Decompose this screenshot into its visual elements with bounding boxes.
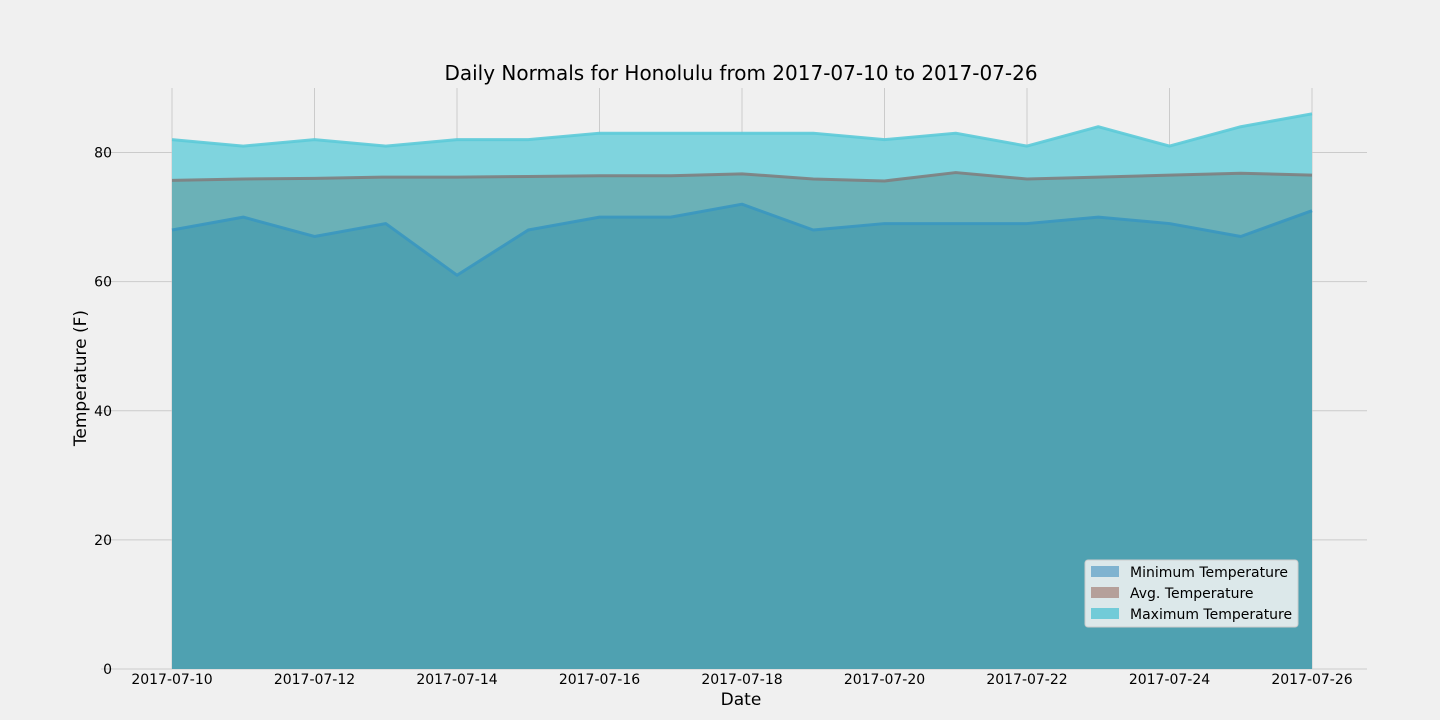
tick-labels: 0 20 40 60 80 2017-07-10 2017-07-12 2017-07-14 2… <box>94 146 1353 688</box>
y-tick-label: 80 <box>94 146 112 162</box>
x-tick-label: 2017-07-24 <box>1129 672 1210 688</box>
y-tick-label: 0 <box>103 662 112 678</box>
y-axis-label: Temperature (F) <box>71 310 91 447</box>
legend-swatch-average <box>1091 587 1119 598</box>
legend: Minimum Temperature Avg. Temperature Max… <box>1084 559 1299 628</box>
line-maximum-temperature <box>171 112 1313 148</box>
x-tick-label: 2017-07-14 <box>416 672 497 688</box>
legend-label-minimum: Minimum Temperature <box>1130 565 1288 581</box>
y-tick-label: 60 <box>94 275 112 291</box>
area-series-layer <box>172 113 1312 670</box>
legend-label-average: Avg. Temperature <box>1130 586 1254 602</box>
series-lines-layer <box>171 112 1313 277</box>
x-tick-label: 2017-07-16 <box>559 672 640 688</box>
x-tick-label: 2017-07-10 <box>131 672 212 688</box>
y-tick-label: 40 <box>94 404 112 420</box>
legend-swatch-maximum <box>1091 608 1119 619</box>
x-axis-label: Date <box>721 690 762 710</box>
chart-title: Daily Normals for Honolulu from 2017-07-… <box>444 61 1037 85</box>
x-tick-label: 2017-07-12 <box>274 672 355 688</box>
x-tick-label: 2017-07-26 <box>1271 672 1352 688</box>
legend-label-maximum: Maximum Temperature <box>1130 607 1292 623</box>
line-minimum-temperature <box>171 202 1313 277</box>
area-minimum-temperature <box>172 204 1312 669</box>
legend-box <box>1084 559 1299 628</box>
x-tick-label: 2017-07-22 <box>986 672 1067 688</box>
line-avg-temperature <box>171 171 1313 183</box>
legend-swatch-minimum <box>1091 566 1119 577</box>
y-tick-label: 20 <box>94 533 112 549</box>
x-tick-label: 2017-07-20 <box>844 672 925 688</box>
x-tick-label: 2017-07-18 <box>701 672 782 688</box>
